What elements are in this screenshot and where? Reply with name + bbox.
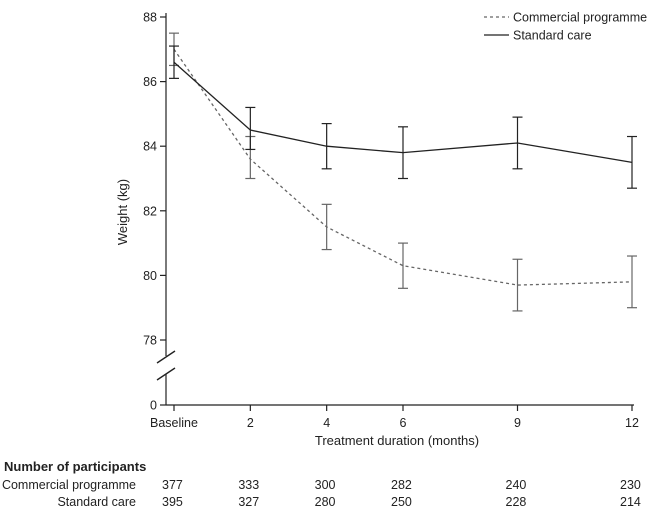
participants-count: 250	[391, 495, 412, 509]
participants-count: 230	[620, 478, 641, 492]
y-tick-label: 78	[143, 334, 157, 348]
participants-count: 282	[391, 478, 412, 492]
y-tick-label: 84	[143, 140, 157, 154]
legend-label: Standard care	[513, 29, 592, 43]
participants-count: 280	[315, 495, 336, 509]
participants-count: 300	[315, 478, 336, 492]
participants-count: 240	[506, 478, 527, 492]
chart-legend: Commercial programme Standard care	[484, 11, 647, 43]
x-tick-label: 9	[514, 416, 521, 430]
participants-count: 333	[238, 478, 259, 492]
chart-axes: 0 78 80 82 84 86 88 Baseline 2 4 6 9 12	[143, 11, 639, 431]
series-commercial-programme	[169, 32, 637, 312]
y-tick-label: 80	[143, 269, 157, 283]
series-line	[173, 48, 633, 286]
x-tick-label: Baseline	[150, 416, 198, 430]
y-tick-label: 86	[143, 75, 157, 89]
series-line	[173, 61, 633, 163]
series-standard-care	[169, 45, 637, 189]
x-tick-label: 12	[625, 416, 639, 430]
y-tick-label: 88	[143, 11, 157, 25]
participants-title: Number of participants	[4, 459, 146, 474]
y-axis-break-mark	[156, 367, 176, 381]
x-tick-label: 2	[247, 416, 254, 430]
y-tick-label: 82	[143, 204, 157, 218]
participants-count: 395	[162, 495, 183, 509]
participants-row-label: Commercial programme	[2, 478, 136, 492]
participants-count: 228	[506, 495, 527, 509]
chart-series-layer	[169, 32, 637, 312]
participants-count: 377	[162, 478, 183, 492]
y-axis-break-mark	[156, 350, 176, 364]
y-axis-label: Weight (kg)	[115, 179, 130, 245]
participants-table: Number of participants Commercial progra…	[2, 459, 641, 509]
x-axis-label: Treatment duration (months)	[315, 433, 479, 448]
participants-row-label: Standard care	[57, 495, 136, 509]
y-tick-label: 0	[150, 399, 157, 413]
legend-label: Commercial programme	[513, 11, 647, 25]
participants-count: 214	[620, 495, 641, 509]
x-tick-label: 4	[323, 416, 330, 430]
x-tick-label: 6	[400, 416, 407, 430]
participants-count: 327	[238, 495, 259, 509]
